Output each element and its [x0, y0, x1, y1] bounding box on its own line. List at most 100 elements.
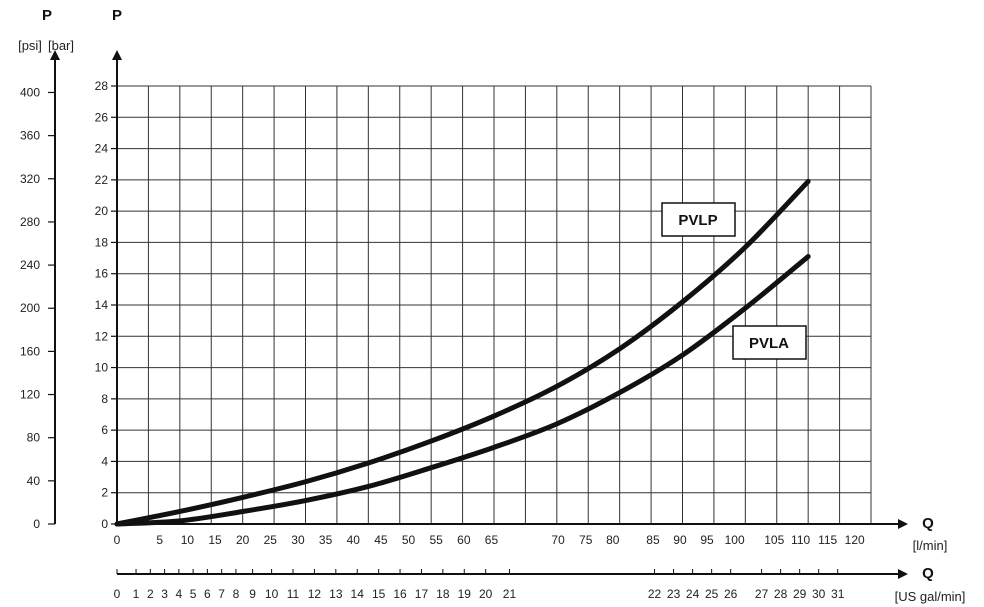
bar-tick-label: 18 — [95, 235, 109, 249]
bar-axis-title: P — [112, 7, 122, 24]
lpm-axis-title: Q — [922, 515, 934, 532]
gpm-tick-label: 2 — [147, 587, 154, 601]
pvlp-label-box: PVLP — [661, 202, 736, 237]
lpm-tick-label: 95 — [700, 533, 714, 547]
lpm-tick-label: 85 — [646, 533, 660, 547]
gpm-tick-label: 9 — [249, 587, 256, 601]
lpm-tick-label: 5 — [156, 533, 163, 547]
grid — [117, 85, 872, 524]
series-group — [114, 178, 811, 527]
bar-tick-label: 8 — [101, 392, 108, 406]
gpm-tick-label: 20 — [479, 587, 493, 601]
gpm-tick-label: 7 — [218, 587, 225, 601]
psi-tick-label: 0 — [33, 517, 40, 531]
bar-tick-label: 0 — [101, 517, 108, 531]
psi-tick-label: 120 — [20, 388, 40, 402]
bar-tick-label: 12 — [95, 329, 109, 343]
gpm-tick-label: 12 — [308, 587, 322, 601]
lpm-tick-label: 15 — [208, 533, 222, 547]
psi-axis-unit: [psi] — [18, 38, 42, 53]
psi-tick-label: 40 — [27, 474, 41, 488]
bar-tick-label: 24 — [95, 142, 109, 156]
lpm-tick-label: 100 — [725, 533, 745, 547]
psi-tick-label: 320 — [20, 172, 40, 186]
gpm-tick-label: 15 — [372, 587, 386, 601]
gpm-tick-label: 1 — [133, 587, 140, 601]
bar-axis-unit: [bar] — [48, 38, 74, 53]
psi-tick-label: 240 — [20, 258, 40, 272]
gpm-tick-label: 27 — [755, 587, 769, 601]
pvla-label-box: PVLA — [732, 325, 807, 360]
gpm-tick-label: 24 — [686, 587, 700, 601]
gpm-tick-label: 6 — [204, 587, 211, 601]
gpm-tick-label: 25 — [705, 587, 719, 601]
pvlp-series-label: PVLP — [678, 212, 717, 229]
bar-tick-label: 16 — [95, 267, 109, 281]
gpm-tick-label: 22 — [648, 587, 662, 601]
gpm-tick-label: 30 — [812, 587, 826, 601]
gpm-tick-label: 5 — [190, 587, 197, 601]
gpm-tick-label: 29 — [793, 587, 807, 601]
lpm-tick-label: 35 — [319, 533, 333, 547]
lpm-tick-label: 80 — [606, 533, 620, 547]
lpm-tick-label: 20 — [236, 533, 250, 547]
pvla-series-label: PVLA — [749, 335, 789, 352]
lpm-tick-label: 115 — [818, 533, 837, 547]
lpm-tick-label: 60 — [457, 533, 471, 547]
series-line-pvlp — [114, 178, 811, 527]
bar-tick-label: 20 — [95, 204, 109, 218]
bar-tick-label: 26 — [95, 110, 109, 124]
lpm-tick-label: 10 — [181, 533, 195, 547]
psi-tick-label: 400 — [20, 85, 40, 99]
lpm-tick-label: 50 — [402, 533, 416, 547]
gpm-tick-label: 11 — [287, 587, 300, 601]
bar-tick-label: 28 — [95, 79, 109, 93]
lpm-tick-label: 45 — [374, 533, 388, 547]
lpm-tick-label: 0 — [114, 533, 121, 547]
bar-tick-label: 2 — [101, 486, 108, 500]
bar-tick-label: 4 — [101, 454, 108, 468]
bar-tick-label: 10 — [95, 361, 109, 375]
gpm-tick-label: 16 — [393, 587, 407, 601]
gpm-tick-label: 3 — [161, 587, 168, 601]
gpm-axis-unit: [US gal/min] — [895, 589, 966, 604]
gpm-tick-label: 18 — [436, 587, 450, 601]
bar-tick-label: 6 — [101, 423, 108, 437]
gpm-tick-label: 21 — [503, 587, 517, 601]
gpm-tick-label: 28 — [774, 587, 788, 601]
tick-labels: 0246810121416182022242628040801201602002… — [20, 79, 865, 601]
lpm-tick-label: 110 — [791, 533, 810, 547]
gpm-tick-label: 13 — [329, 587, 343, 601]
psi-tick-label: 160 — [20, 344, 40, 358]
axes — [50, 50, 908, 579]
lpm-tick-label: 90 — [673, 533, 687, 547]
gpm-tick-label: 14 — [351, 587, 365, 601]
gpm-tick-label: 19 — [458, 587, 472, 601]
lpm-tick-label: 65 — [485, 533, 499, 547]
lpm-tick-label: 55 — [430, 533, 444, 547]
gpm-tick-label: 0 — [114, 587, 121, 601]
psi-tick-label: 360 — [20, 129, 40, 143]
lpm-tick-label: 70 — [551, 533, 565, 547]
gpm-axis-title: Q — [922, 565, 934, 582]
bar-tick-label: 14 — [95, 298, 109, 312]
gpm-tick-label: 4 — [175, 587, 182, 601]
gpm-tick-label: 17 — [415, 587, 429, 601]
series-line-pvla — [114, 254, 811, 527]
gpm-tick-label: 10 — [265, 587, 279, 601]
lpm-tick-label: 30 — [291, 533, 305, 547]
lpm-tick-label: 40 — [347, 533, 361, 547]
lpm-tick-label: 120 — [845, 533, 865, 547]
psi-tick-label: 80 — [27, 431, 41, 445]
gpm-tick-label: 8 — [233, 587, 240, 601]
lpm-axis-unit: [l/min] — [913, 538, 948, 553]
psi-tick-label: 280 — [20, 215, 40, 229]
gpm-tick-label: 31 — [831, 587, 845, 601]
lpm-tick-label: 25 — [264, 533, 278, 547]
psi-tick-label: 200 — [20, 301, 40, 315]
gpm-tick-label: 23 — [667, 587, 681, 601]
bar-tick-label: 22 — [95, 173, 109, 187]
lpm-tick-label: 105 — [764, 533, 784, 547]
gpm-tick-label: 26 — [724, 587, 738, 601]
